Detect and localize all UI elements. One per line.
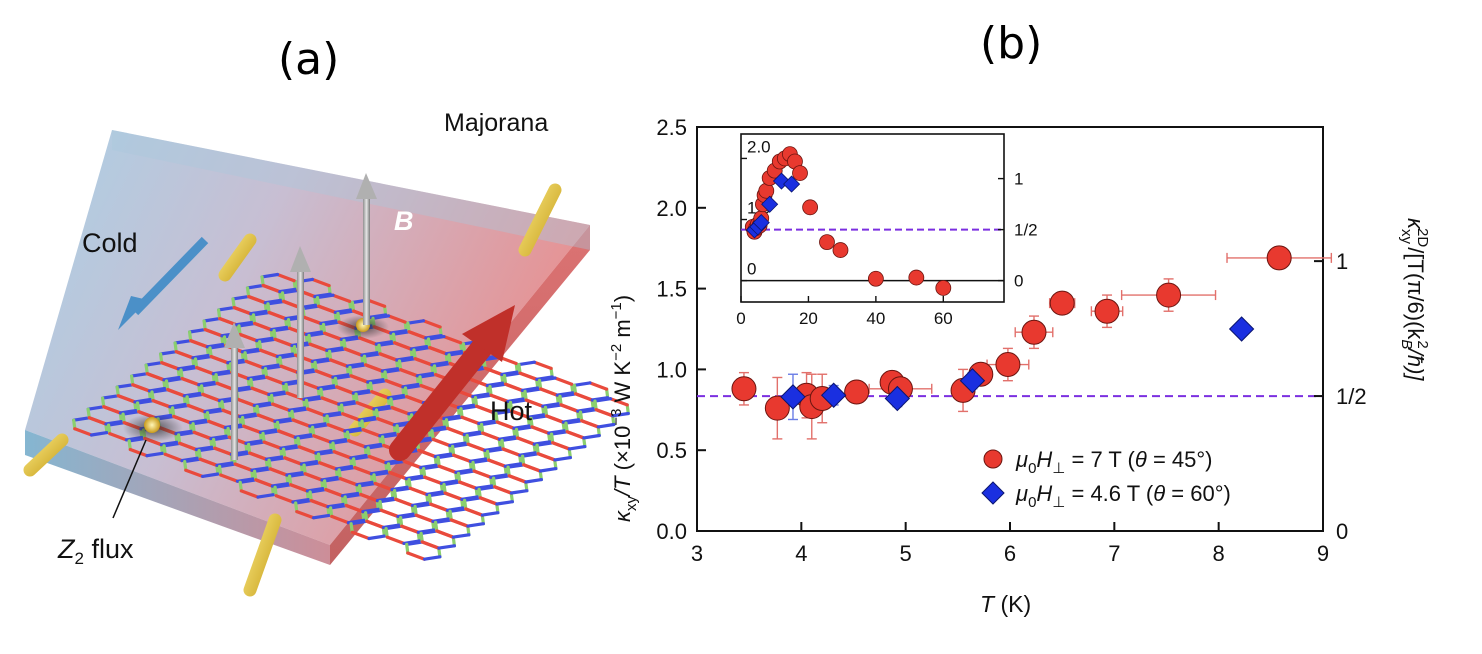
majorana-label: Majorana [444, 109, 548, 137]
cold-arrow [118, 236, 209, 330]
data-point-circle [995, 352, 1021, 378]
y2-tick-label: 1 [1336, 249, 1348, 274]
panel-label-b: (b) [980, 18, 1043, 69]
data-point-circle [764, 395, 790, 421]
data-point-circle [1049, 290, 1075, 316]
y2-tick-label: 1/2 [1336, 384, 1367, 409]
hot-arrow [389, 305, 515, 461]
majorana-rod [23, 433, 69, 477]
panel-label-a: (a) [278, 34, 340, 85]
data-point-diamond [959, 368, 986, 394]
legend-diamond-marker [981, 481, 1005, 505]
x-axis-label: T (K) [980, 591, 1031, 617]
inset-point-diamond [752, 214, 770, 232]
schematic-panel: Majorana Cold Hot B Z2 flux [23, 109, 630, 597]
main-chart: 3 4 5 6 7 8 9 0.0 0.5 1.0 1.5 2.0 2.5 0 1/2 1 T (K) κ… [608, 115, 1431, 617]
inset-y-tick-label: 2.0 [747, 137, 771, 156]
y-axis-ticks: 0.0 0.5 1.0 1.5 2.0 2.5 [656, 115, 706, 544]
data-point-circle [1266, 245, 1292, 271]
data-point-diamond [780, 384, 806, 410]
y-tick-label: 2.0 [656, 196, 687, 221]
legend-label-7T: μ0H⊥ = 7 T (θ = 45°) [1015, 447, 1213, 477]
inset-y2-tick-label: 0 [1014, 272, 1023, 291]
majorana-rod [518, 183, 562, 257]
legend-label-4.6T: μ0H⊥ = 4.6 T (θ = 60°) [1015, 481, 1231, 511]
legend: μ0H⊥ = 7 T (θ = 45°) μ0H⊥ = 4.6 T (θ = 6… [981, 447, 1231, 511]
y-tick-label: 1.5 [656, 277, 687, 302]
inset-x-tick-label: 40 [866, 309, 885, 328]
y-tick-label: 1.0 [656, 357, 687, 382]
inset-y2-tick-label: 1/2 [1014, 221, 1038, 240]
inset-point-circle [792, 165, 808, 181]
honeycomb-lattice [72, 272, 630, 561]
cold-label: Cold [82, 228, 138, 258]
x-tick-label: 8 [1213, 541, 1225, 566]
data-point-circle [731, 376, 757, 402]
data-point-diamond [820, 382, 847, 408]
majorana-rod [243, 513, 282, 597]
inset-point-circle [819, 234, 835, 251]
inset-point-circle [802, 199, 819, 216]
z2-flux-label: Z2 flux [57, 534, 134, 568]
majorana-rod [218, 233, 257, 282]
inset-point-circle [832, 242, 849, 258]
inset-y2-tick-label: 1 [1014, 170, 1023, 189]
x-tick-label: 4 [795, 541, 807, 566]
inset-point-diamond [761, 195, 779, 213]
y2-tick-label: 0 [1336, 519, 1348, 544]
inset-point-circle [908, 269, 925, 286]
slab-right-face [330, 225, 590, 565]
inset-y-tick-label: 0 [747, 260, 756, 279]
x-tick-label: 3 [691, 541, 703, 566]
inset-y2-ticks: 0 1/2 1 [998, 170, 1038, 291]
inset-x-tick-label: 60 [934, 309, 953, 328]
b-field-arrows [224, 173, 377, 460]
slab-left-face [25, 430, 330, 565]
inset-data-marks [744, 146, 952, 296]
data-point-circle [1094, 298, 1120, 324]
x-tick-label: 6 [1004, 541, 1016, 566]
data-point-diamond [884, 385, 911, 412]
z2-pointer-line [112, 439, 147, 519]
inset-point-circle [935, 280, 952, 296]
inset-x-ticks: 0 20 40 60 [736, 296, 953, 328]
inset-point-circle [867, 270, 884, 287]
y2-axis-ticks: 0 1/2 1 [1314, 249, 1367, 544]
hot-label: Hot [490, 396, 533, 426]
y2-axis-label: κxy2D/[T(π/6)(kB2/ħ)] [1398, 218, 1431, 381]
z2-flux-ball [144, 417, 160, 433]
b-field-label: B [394, 206, 414, 236]
x-tick-label: 7 [1108, 541, 1120, 566]
inset-point-diamond [783, 175, 801, 193]
y-tick-label: 2.5 [656, 115, 687, 140]
data-point-circle [1021, 319, 1047, 345]
y-tick-label: 0.5 [656, 438, 687, 463]
data-point-circle [1156, 282, 1182, 308]
slab-back-face [112, 130, 590, 250]
inset-x-tick-label: 0 [736, 309, 745, 328]
y-tick-label: 0.0 [656, 519, 687, 544]
data-marks [731, 245, 1292, 421]
data-point-circle [844, 379, 870, 405]
x-tick-label: 5 [900, 541, 912, 566]
inset-x-tick-label: 20 [799, 309, 818, 328]
x-axis-ticks: 3 4 5 6 7 8 9 [691, 522, 1329, 566]
legend-circle-marker [983, 449, 1003, 469]
data-point-diamond [1228, 316, 1255, 342]
y-axis-label: κxy/T (×10−3 W K−2 m−1) [608, 295, 640, 522]
x-tick-label: 9 [1317, 541, 1329, 566]
